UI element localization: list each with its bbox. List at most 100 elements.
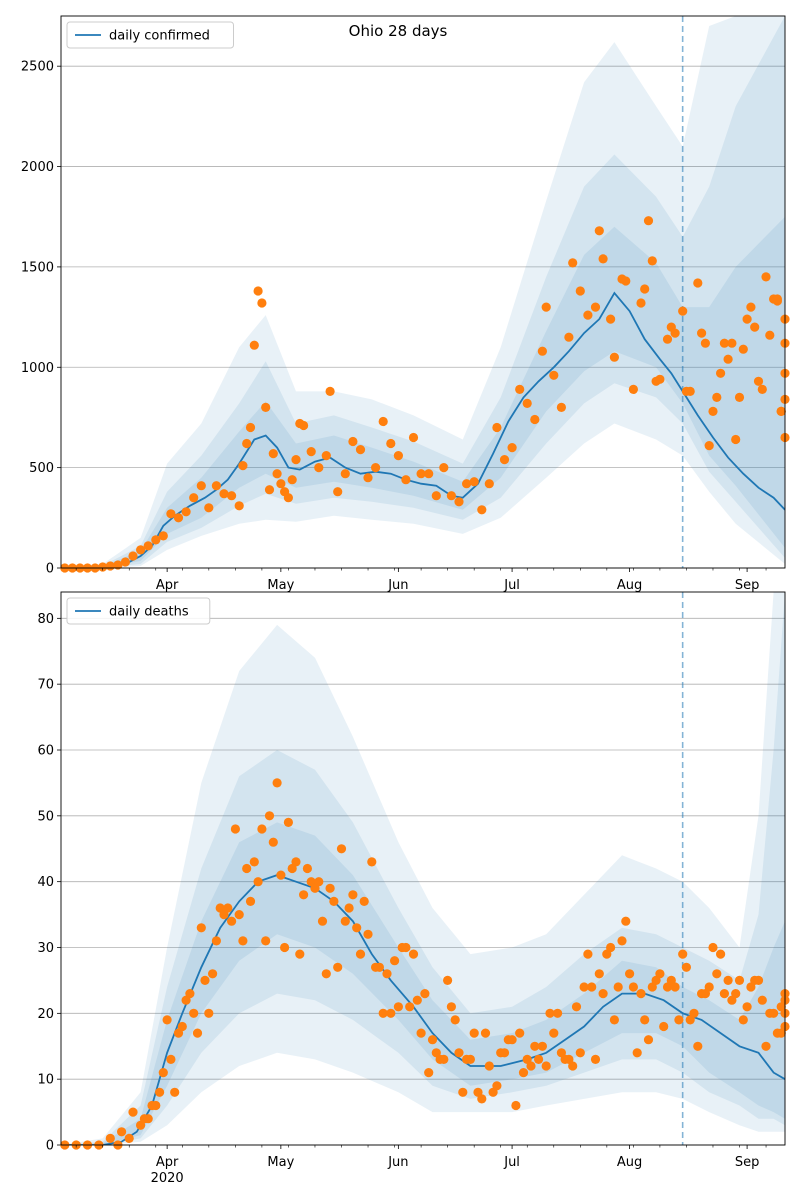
data-point (378, 1008, 388, 1018)
data-point (386, 1008, 396, 1018)
data-point (249, 340, 259, 350)
data-point (113, 560, 123, 570)
data-point (219, 489, 229, 499)
legend-label: daily confirmed (109, 29, 210, 44)
y-tick-label: 30 (37, 941, 54, 956)
data-point (223, 903, 233, 913)
x-tick-label: Apr (156, 578, 179, 593)
data-point (678, 949, 688, 959)
data-point (185, 989, 195, 999)
data-point (693, 1041, 703, 1051)
data-point (719, 338, 730, 348)
data-point (606, 942, 616, 953)
data-point (329, 896, 339, 907)
data-point (556, 402, 567, 412)
y-tick-label: 2000 (21, 160, 54, 175)
x-tick-label: May (267, 1155, 294, 1170)
data-point (659, 1021, 669, 1032)
data-point (98, 562, 108, 572)
y-tick-label: 0 (46, 1139, 54, 1154)
data-point (689, 1008, 699, 1018)
data-point (462, 479, 472, 489)
data-point (408, 432, 419, 443)
x-tick-year-label: 2020 (151, 1171, 184, 1186)
data-point (314, 463, 324, 473)
data-point (723, 354, 733, 364)
data-point (340, 469, 350, 479)
data-point (283, 493, 293, 503)
data-point (477, 1094, 487, 1104)
data-point (454, 497, 464, 507)
data-point (640, 284, 650, 294)
data-point (162, 1015, 172, 1025)
y-tick-label: 0 (46, 562, 54, 577)
data-point (518, 1068, 529, 1078)
data-point (253, 877, 263, 887)
x-tick-label: Jul (503, 578, 520, 593)
confidence-band (61, 16, 785, 568)
data-point (575, 1048, 585, 1058)
confidence-band (61, 216, 785, 568)
data-point (515, 384, 525, 394)
y-tick-label: 2500 (21, 60, 54, 75)
y-tick-label: 50 (37, 809, 54, 824)
data-point (670, 328, 680, 338)
data-point (511, 1100, 521, 1111)
data-point (549, 1028, 559, 1038)
data-point (545, 1008, 555, 1018)
data-point (643, 1035, 654, 1045)
data-point (230, 824, 240, 834)
data-point (393, 1002, 403, 1012)
data-point (522, 398, 532, 408)
data-point (571, 1002, 582, 1012)
data-point (465, 1054, 475, 1064)
data-point (590, 1054, 601, 1064)
data-point (173, 513, 184, 523)
data-point (609, 1015, 620, 1025)
data-point (405, 1002, 415, 1012)
data-point (227, 916, 237, 926)
data-point (628, 384, 639, 394)
axes-frame (60, 591, 786, 1146)
data-point (333, 962, 343, 972)
data-point (204, 503, 214, 513)
data-point (261, 936, 271, 946)
data-point (151, 1100, 161, 1111)
data-point (204, 1008, 214, 1018)
data-point (439, 463, 449, 473)
data-point (553, 1008, 563, 1018)
data-point (636, 989, 646, 999)
data-point (640, 1015, 650, 1025)
data-point (590, 302, 601, 312)
data-point (446, 1002, 456, 1012)
legend-box (66, 21, 234, 49)
data-point (454, 1048, 464, 1058)
data-point (280, 942, 290, 953)
data-point (609, 352, 620, 362)
data-point (746, 302, 756, 312)
data-point (401, 942, 411, 953)
data-point (761, 1041, 771, 1051)
data-point (412, 995, 422, 1005)
data-point (681, 962, 692, 972)
data-point (257, 824, 267, 834)
data-point (761, 272, 771, 282)
data-point (499, 455, 510, 465)
y-tick-label: 500 (29, 461, 54, 476)
x-tick-label: Sep (735, 578, 760, 593)
data-point (537, 346, 548, 356)
data-point (731, 989, 741, 999)
data-point (606, 314, 616, 324)
data-point (302, 863, 312, 874)
data-point (336, 844, 347, 854)
data-point (757, 384, 767, 394)
data-point (583, 310, 593, 320)
data-point (632, 1048, 642, 1058)
data-point (264, 811, 275, 821)
data-point (708, 406, 718, 416)
x-tick-label: May (267, 578, 294, 593)
data-point (564, 332, 574, 342)
data-point (480, 1028, 491, 1038)
data-point (177, 1021, 187, 1032)
